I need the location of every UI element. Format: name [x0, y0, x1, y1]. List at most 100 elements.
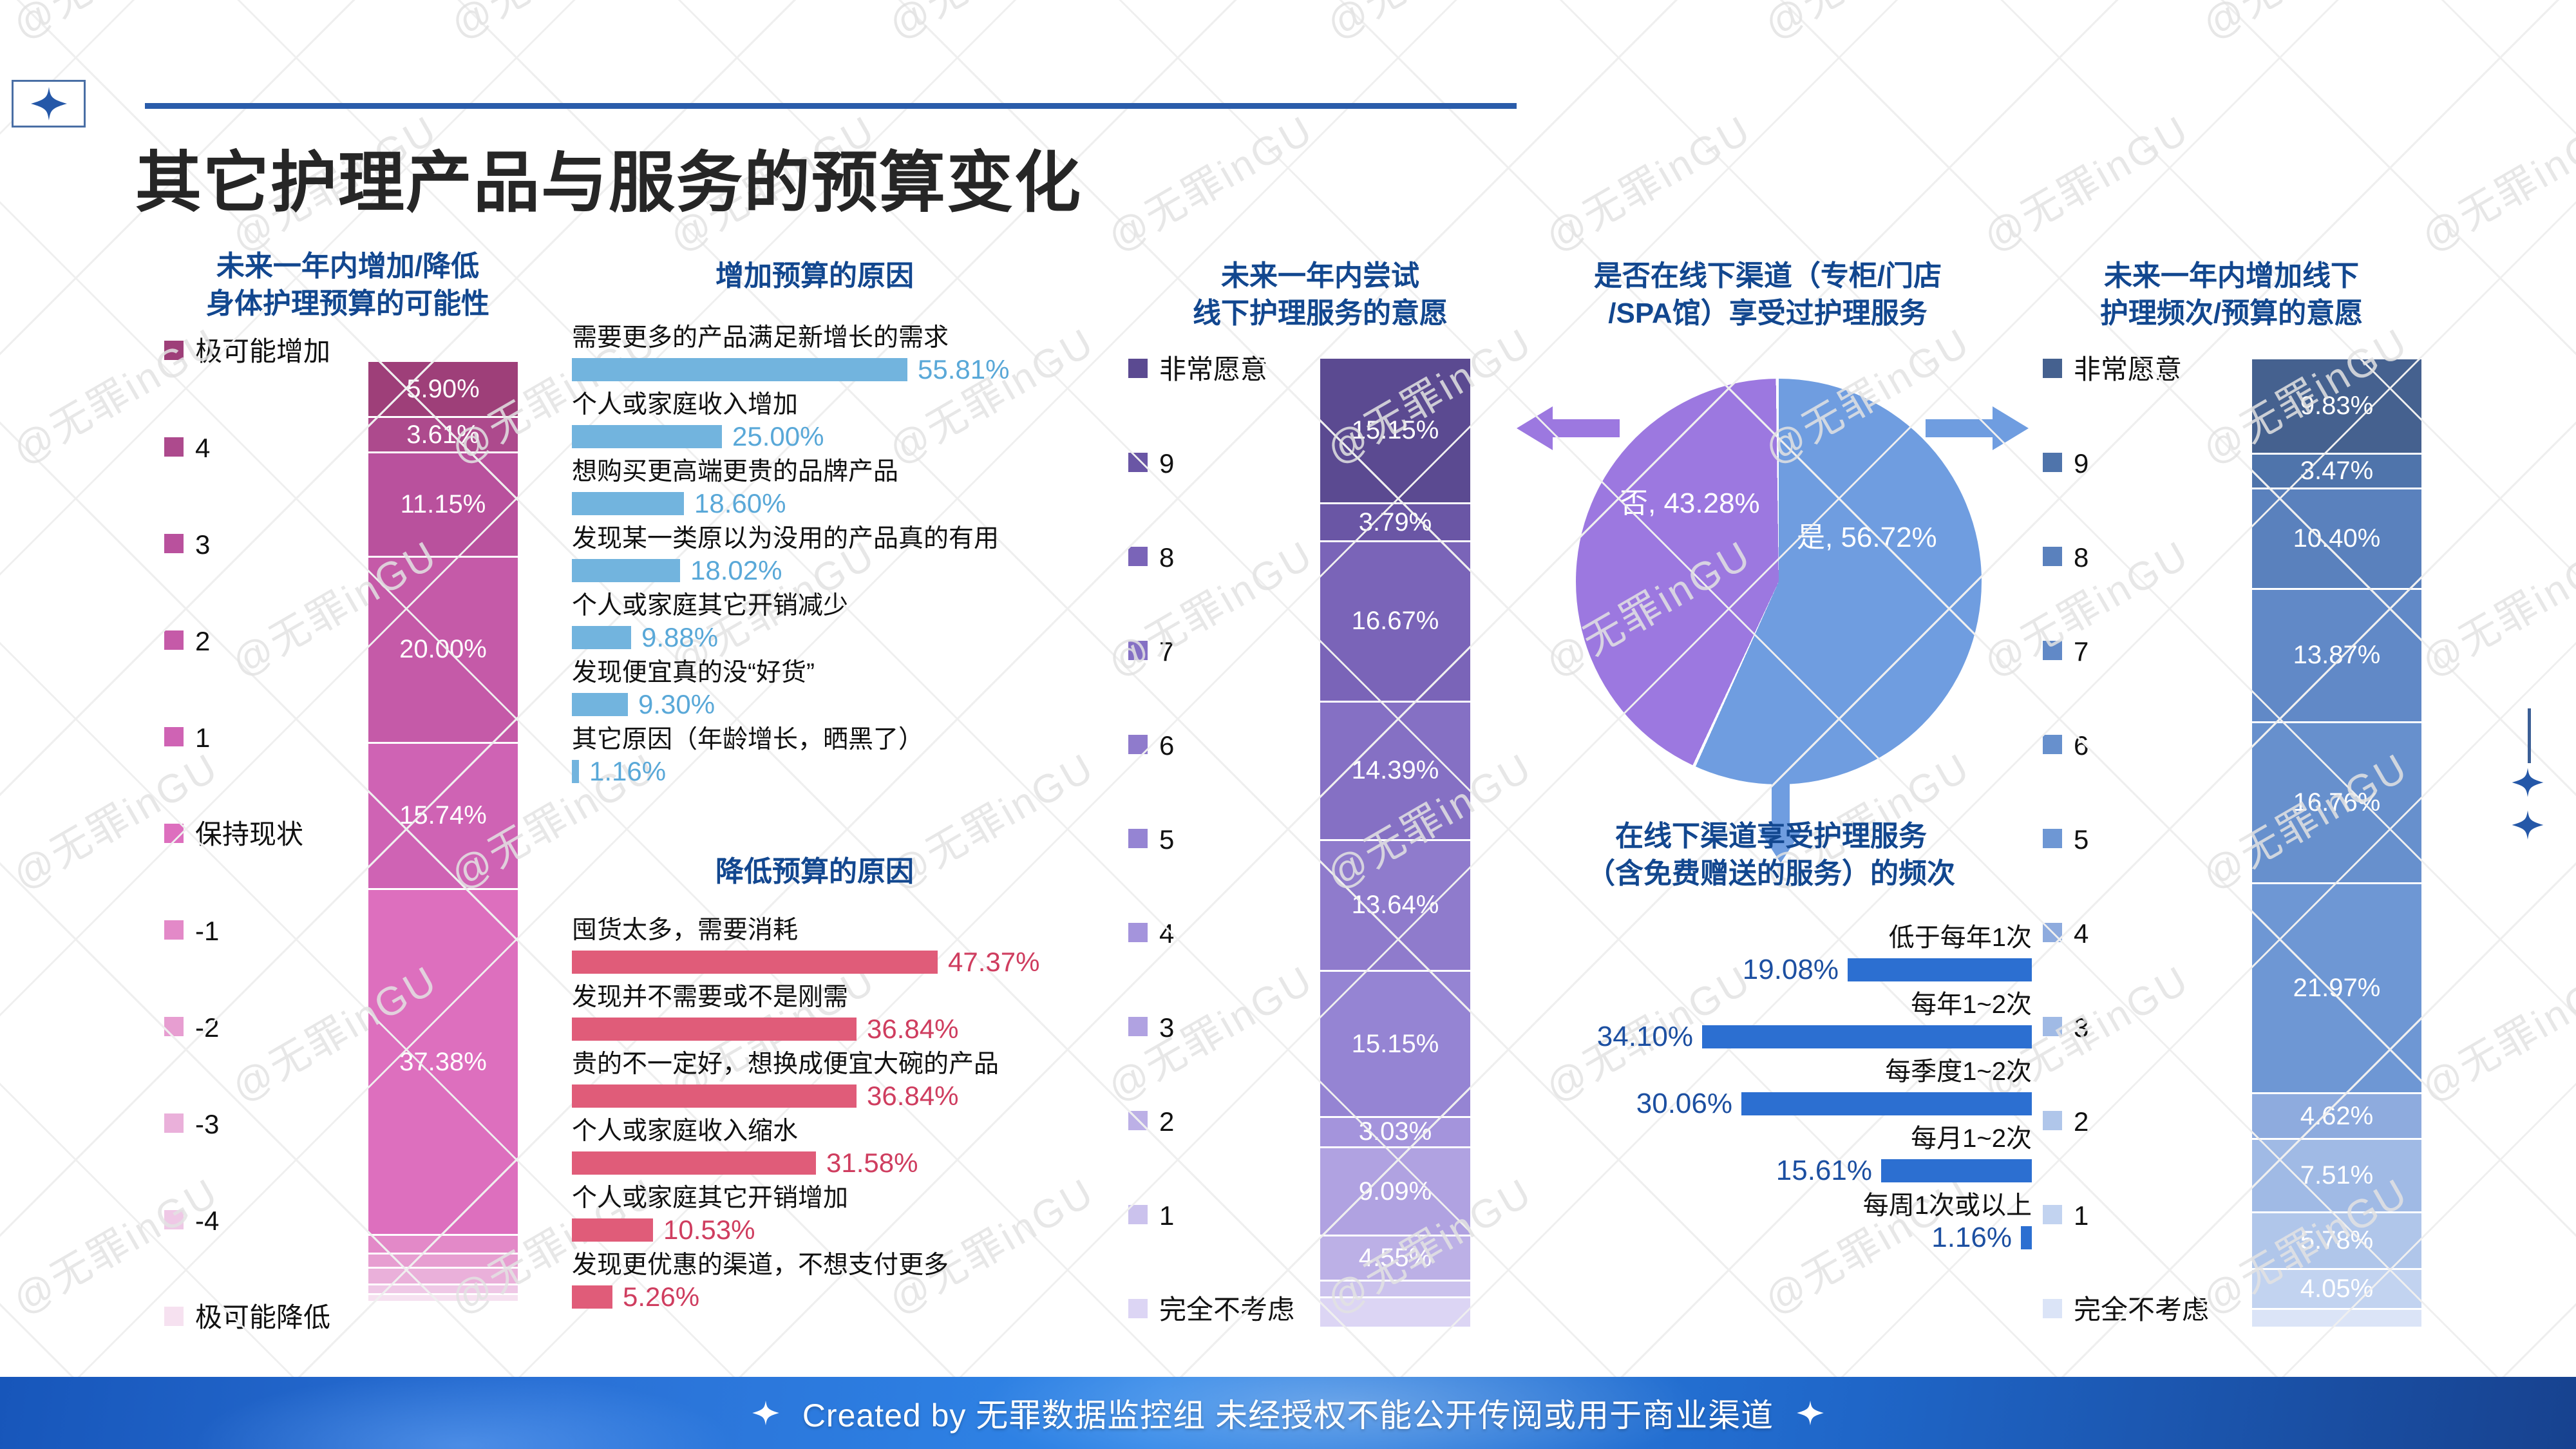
bar-value: 1.16% [1931, 1222, 2012, 1253]
stack-segment-value: 20.00% [399, 635, 487, 664]
stack-segment [368, 1254, 518, 1269]
legend-swatch [1128, 1299, 1148, 1318]
legend-item: 9 [2043, 447, 2088, 480]
legend-label: 非常愿意 [2074, 354, 2183, 384]
stack-segment: 3.61% [368, 418, 518, 453]
legend-swatch [2043, 1299, 2062, 1318]
bar-label: 个人或家庭收入增加 [572, 391, 799, 419]
column-title: 降低预算的原因 [715, 856, 914, 887]
watermark-text: @无罪inGU [2414, 532, 2576, 686]
bar-row: 1.16% [572, 756, 1074, 787]
stack-segment: 15.74% [368, 743, 518, 891]
legend-swatch [2043, 735, 2062, 754]
bar-item: 每月1~2次 15.61% [1510, 1122, 2032, 1186]
legend-item: 3 [1128, 1011, 1174, 1045]
bar-fill [2021, 1226, 2032, 1249]
legend-label: 4 [195, 433, 211, 463]
bar-label: 每月1~2次 [1911, 1124, 2032, 1153]
watermark-text: @无罪inGU [2414, 957, 2576, 1111]
legend-label: 保持现状 [195, 819, 304, 849]
legend-label: 1 [195, 723, 211, 753]
column-title: 是否在线下渠道（专柜/门店 /SPA馆）享受过护理服务 [1593, 260, 1942, 329]
legend-swatch [1128, 1111, 1148, 1130]
stack-segment-value: 13.87% [2293, 641, 2381, 670]
bar-item: 发现更优惠的渠道，不想支付更多 5.26% [572, 1249, 1074, 1312]
bar-row: 5.26% [572, 1282, 1074, 1312]
column-offline-try-willingness: 未来一年内尝试 线下护理服务的意愿 [1127, 258, 1513, 332]
legend-item: 极可能增加 [164, 335, 330, 368]
column-increase-reasons: 增加预算的原因 [570, 258, 1059, 295]
legend-item: 3 [164, 528, 210, 562]
watermark-text: @无罪inGU [1538, 107, 1759, 261]
legend-swatch [164, 920, 184, 940]
bar-row: 1.16% [1510, 1222, 2032, 1253]
bar-fill [572, 760, 579, 783]
edge-rule [2528, 708, 2531, 763]
legend-label: 1 [2074, 1200, 2089, 1231]
bar-label: 贵的不一定好，想换成便宜大碗的产品 [572, 1050, 999, 1078]
stack-segment-value: 15.74% [399, 801, 487, 830]
legend-label: -1 [195, 916, 220, 946]
legend-swatch [164, 534, 184, 553]
watermark-text: @无罪inGU [0, 957, 8, 1111]
legend-item: 3 [2043, 1011, 2088, 1045]
legend-item: 保持现状 [164, 818, 303, 851]
bar-row: 47.37% [572, 947, 1074, 978]
stacked-bar-budget-likelihood: 5.90% 3.61% 11.15% 20.00% 15.74% 37.38% [368, 362, 518, 1301]
stack-segment: 21.97% [2252, 884, 2421, 1095]
legend-label: 2 [1159, 1106, 1175, 1137]
legend-swatch [2043, 641, 2062, 660]
stack-segment-value: 5.78% [2300, 1226, 2374, 1255]
bar-value: 18.02% [690, 555, 782, 585]
stack-segment-value: 15.15% [1351, 1029, 1439, 1058]
legend-item: 2 [1128, 1105, 1174, 1139]
bar-fill [572, 626, 631, 649]
bar-fill [572, 559, 680, 582]
legend-item: 6 [1128, 729, 1174, 762]
bar-value: 36.84% [867, 1014, 959, 1044]
legend-label: 极可能增加 [195, 336, 331, 366]
stack-segment: 3.03% [1320, 1117, 1470, 1149]
stack-segment-value: 7.51% [2300, 1160, 2374, 1189]
legend-label: 2 [2074, 1106, 2089, 1137]
logo-badge [12, 80, 86, 128]
bar-row: 25.00% [572, 421, 1074, 452]
bar-label: 发现某一类原以为没用的产品真的有用 [572, 525, 999, 553]
legend-label: 5 [1159, 824, 1175, 855]
sparkle-icon [2512, 810, 2544, 840]
stack-segment-value: 5.90% [406, 374, 480, 403]
legend-item: 1 [1128, 1199, 1174, 1233]
legend-swatch [2043, 547, 2062, 566]
bar-row: 18.60% [572, 488, 1074, 519]
bar-row: 18.02% [572, 555, 1074, 586]
column-title: 未来一年内增加线下 护理频次/预算的意愿 [2099, 260, 2363, 329]
legend-swatch [2043, 1205, 2062, 1224]
legend-swatch [2043, 829, 2062, 848]
stack-segment: 3.47% [2252, 454, 2421, 489]
legend-swatch [164, 824, 184, 843]
watermark-text: @无罪inGU [876, 0, 1103, 50]
arrow-left-icon [1517, 406, 1620, 450]
bar-value: 36.84% [867, 1081, 959, 1111]
stack-segment: 16.67% [1320, 542, 1470, 703]
legend-item: 8 [1128, 541, 1174, 574]
legend-swatch [164, 1210, 184, 1229]
stack-segment-value: 4.62% [2300, 1101, 2374, 1130]
stack-segment: 3.79% [1320, 504, 1470, 542]
bar-item: 每年1~2次 34.10% [1510, 988, 2032, 1052]
stack-segment: 13.87% [2252, 589, 2421, 724]
bar-item: 低于每年1次 19.08% [1510, 921, 2032, 985]
bar-label: 低于每年1次 [1888, 923, 2032, 952]
bar-list-increase-reasons: 需要更多的产品满足新增长的需求 55.81% 个人或家庭收入增加 25.00% 想购买更… [572, 322, 1074, 791]
legend-item: 完全不考虑 [1128, 1293, 1294, 1327]
bar-fill [572, 358, 907, 381]
legend-swatch [164, 1113, 184, 1133]
bar-item: 个人或家庭其它开销减少 9.88% [572, 590, 1074, 653]
bar-fill [572, 1285, 612, 1309]
bar-item: 发现某一类原以为没用的产品真的有用 18.02% [572, 523, 1074, 586]
stack-segment-value: 3.03% [1358, 1117, 1432, 1146]
bar-label: 需要更多的产品满足新增长的需求 [572, 324, 949, 352]
bar-fill [572, 492, 684, 515]
stack-segment [1320, 1298, 1470, 1327]
stack-segment [1320, 1282, 1470, 1298]
